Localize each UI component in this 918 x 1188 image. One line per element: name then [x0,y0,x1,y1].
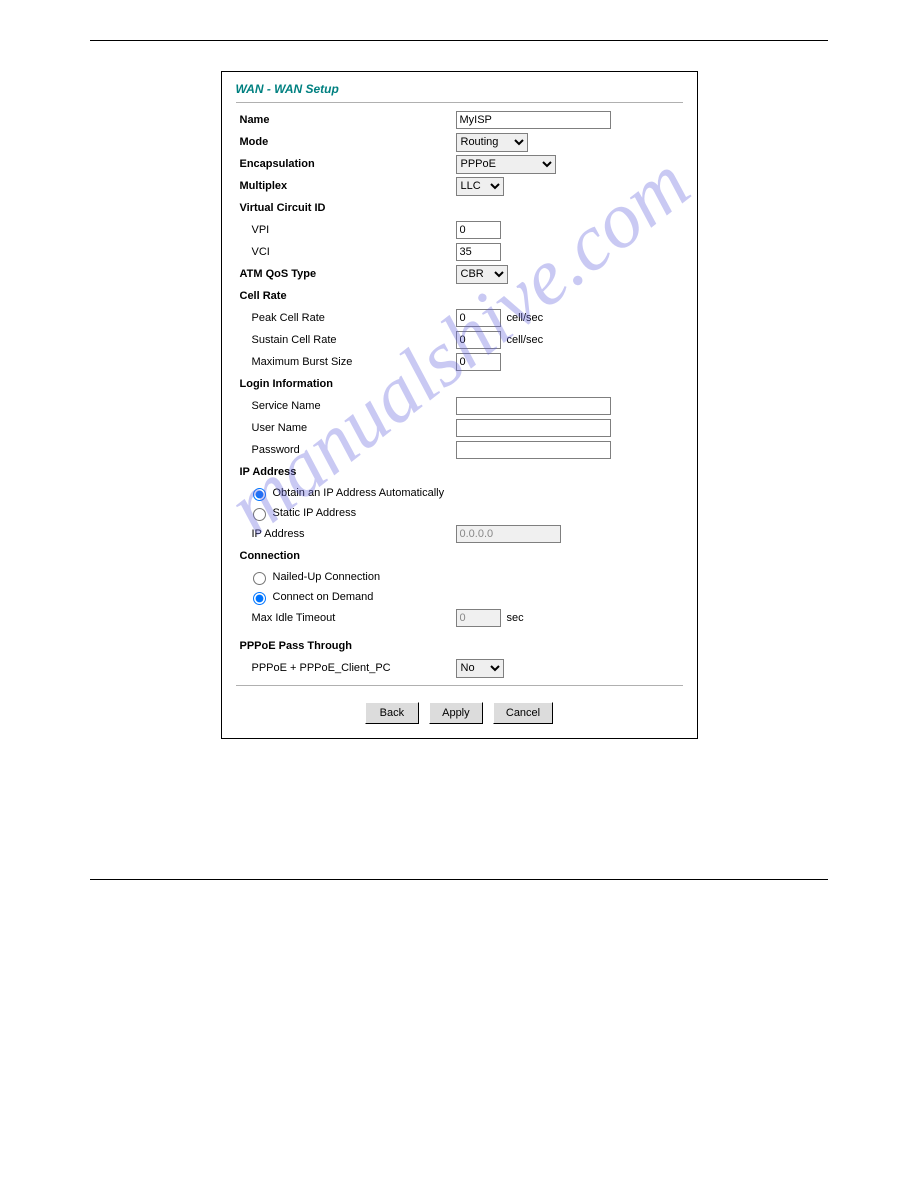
name-input[interactable] [456,111,611,129]
label-idle: Max Idle Timeout [236,612,456,624]
label-vpi: VPI [236,224,456,236]
row-encapsulation: Encapsulation PPPoE [236,153,683,175]
row-vci: VCI [236,241,683,263]
row-ip-static: Static IP Address [236,503,683,523]
button-row: Back Apply Cancel [236,692,683,726]
row-ip-header: IP Address [236,461,683,483]
peak-unit: cell/sec [505,312,544,324]
multiplex-select[interactable]: LLC [456,177,504,196]
label-peak: Peak Cell Rate [236,312,456,324]
service-input[interactable] [456,397,611,415]
label-ip-addr: IP Address [236,528,456,540]
footer-divider [236,685,683,686]
row-vpi: VPI [236,219,683,241]
label-user: User Name [236,422,456,434]
title-divider [236,102,683,103]
row-multiplex: Multiplex LLC [236,175,683,197]
label-cellrate: Cell Rate [236,290,456,302]
pppoe-select[interactable]: No [456,659,504,678]
row-pppoe-header: PPPoE Pass Through [236,635,683,657]
ip-static-radio[interactable] [253,508,266,521]
burst-input[interactable] [456,353,501,371]
label-conn: Connection [236,550,456,562]
row-atm: ATM QoS Type CBR [236,263,683,285]
label-ip-auto: Obtain an IP Address Automatically [273,487,445,499]
row-sustain: Sustain Cell Rate cell/sec [236,329,683,351]
sustain-input[interactable] [456,331,501,349]
top-rule [90,40,828,41]
label-mode: Mode [236,136,456,148]
label-vci: VCI [236,246,456,258]
back-button[interactable]: Back [365,702,419,724]
label-vcid: Virtual Circuit ID [236,202,456,214]
row-name: Name [236,109,683,131]
row-service: Service Name [236,395,683,417]
label-login: Login Information [236,378,456,390]
idle-input[interactable] [456,609,501,627]
row-password: Password [236,439,683,461]
label-nailed: Nailed-Up Connection [273,571,381,583]
row-mode: Mode Routing [236,131,683,153]
label-multiplex: Multiplex [236,180,456,192]
row-vcid-header: Virtual Circuit ID [236,197,683,219]
vci-input[interactable] [456,243,501,261]
row-conn-header: Connection [236,545,683,567]
row-ip-auto: Obtain an IP Address Automatically [236,483,683,503]
label-service: Service Name [236,400,456,412]
row-user: User Name [236,417,683,439]
cancel-button[interactable]: Cancel [493,702,553,724]
label-pppoe-sub: PPPoE + PPPoE_Client_PC [236,662,456,674]
label-encapsulation: Encapsulation [236,158,456,170]
row-login-header: Login Information [236,373,683,395]
label-ip-static: Static IP Address [273,507,357,519]
row-ip-addr: IP Address [236,523,683,545]
ip-auto-radio[interactable] [253,488,266,501]
nailed-radio[interactable] [253,572,266,585]
sustain-unit: cell/sec [505,334,544,346]
label-password: Password [236,444,456,456]
user-input[interactable] [456,419,611,437]
encapsulation-select[interactable]: PPPoE [456,155,556,174]
row-conn-nailed: Nailed-Up Connection [236,567,683,587]
ip-addr-input[interactable] [456,525,561,543]
label-ip: IP Address [236,466,456,478]
label-name: Name [236,114,456,126]
mode-select[interactable]: Routing [456,133,528,152]
apply-button[interactable]: Apply [429,702,483,724]
row-pppoe-sub: PPPoE + PPPoE_Client_PC No [236,657,683,679]
password-input[interactable] [456,441,611,459]
wan-setup-panel: WAN - WAN Setup Name Mode Routing Encaps… [221,71,698,739]
label-sustain: Sustain Cell Rate [236,334,456,346]
vpi-input[interactable] [456,221,501,239]
panel-title: WAN - WAN Setup [236,80,683,102]
row-conn-demand: Connect on Demand [236,587,683,607]
peak-input[interactable] [456,309,501,327]
demand-radio[interactable] [253,592,266,605]
row-peak: Peak Cell Rate cell/sec [236,307,683,329]
row-burst: Maximum Burst Size [236,351,683,373]
idle-unit: sec [505,612,524,624]
atm-select[interactable]: CBR [456,265,508,284]
label-atm: ATM QoS Type [236,268,456,280]
label-pppoe: PPPoE Pass Through [236,640,456,652]
label-demand: Connect on Demand [273,591,374,603]
row-cellrate-header: Cell Rate [236,285,683,307]
bottom-rule [90,879,828,880]
label-burst: Maximum Burst Size [236,356,456,368]
row-idle: Max Idle Timeout sec [236,607,683,629]
